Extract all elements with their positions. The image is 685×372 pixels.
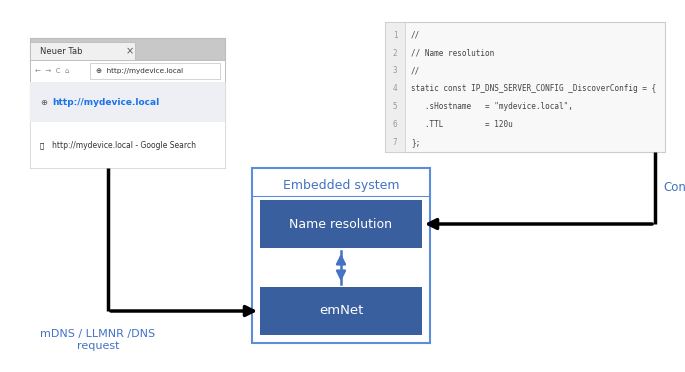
- Bar: [252, 168, 430, 343]
- Text: ←  →  C  ⌂: ← → C ⌂: [35, 68, 69, 74]
- Bar: [30, 38, 225, 60]
- Text: Neuer Tab: Neuer Tab: [40, 46, 82, 55]
- Bar: [260, 287, 422, 335]
- Text: http://mydevice.local - Google Search: http://mydevice.local - Google Search: [52, 141, 196, 150]
- Text: ×: ×: [126, 46, 134, 56]
- Text: //: //: [411, 31, 421, 40]
- Text: emNet: emNet: [319, 305, 363, 317]
- Text: ⊕: ⊕: [40, 98, 47, 107]
- Bar: [30, 82, 225, 168]
- Text: 2: 2: [393, 49, 397, 58]
- Text: // Name resolution: // Name resolution: [411, 49, 495, 58]
- Bar: [30, 60, 225, 82]
- Text: 🔍: 🔍: [40, 142, 45, 148]
- Text: 3: 3: [393, 67, 397, 76]
- Bar: [90, 63, 220, 79]
- Bar: [260, 200, 422, 248]
- Text: Embedded system: Embedded system: [283, 180, 399, 192]
- Text: 4: 4: [393, 84, 397, 93]
- Text: .TTL         = 120u: .TTL = 120u: [411, 120, 513, 129]
- Text: static const IP_DNS_SERVER_CONFIG _DiscoverConfig = {: static const IP_DNS_SERVER_CONFIG _Disco…: [411, 84, 656, 93]
- Bar: [385, 22, 405, 152]
- Text: 1: 1: [393, 31, 397, 40]
- Bar: [30, 60, 225, 168]
- Text: .sHostname   = "mydevice.local",: .sHostname = "mydevice.local",: [411, 102, 573, 111]
- Text: 5: 5: [393, 102, 397, 111]
- Bar: [385, 22, 665, 152]
- Text: 6: 6: [393, 120, 397, 129]
- Bar: [30, 82, 225, 122]
- Text: http://mydevice.local: http://mydevice.local: [52, 98, 159, 107]
- Text: mDNS / LLMNR /DNS
request: mDNS / LLMNR /DNS request: [40, 329, 155, 350]
- Text: };: };: [411, 138, 421, 147]
- Text: Configuration: Configuration: [663, 182, 685, 195]
- Text: ⊕  http://mydevice.local: ⊕ http://mydevice.local: [96, 68, 183, 74]
- Bar: [30, 42, 135, 60]
- Text: Name resolution: Name resolution: [290, 218, 393, 231]
- Text: //: //: [411, 67, 421, 76]
- Text: 7: 7: [393, 138, 397, 147]
